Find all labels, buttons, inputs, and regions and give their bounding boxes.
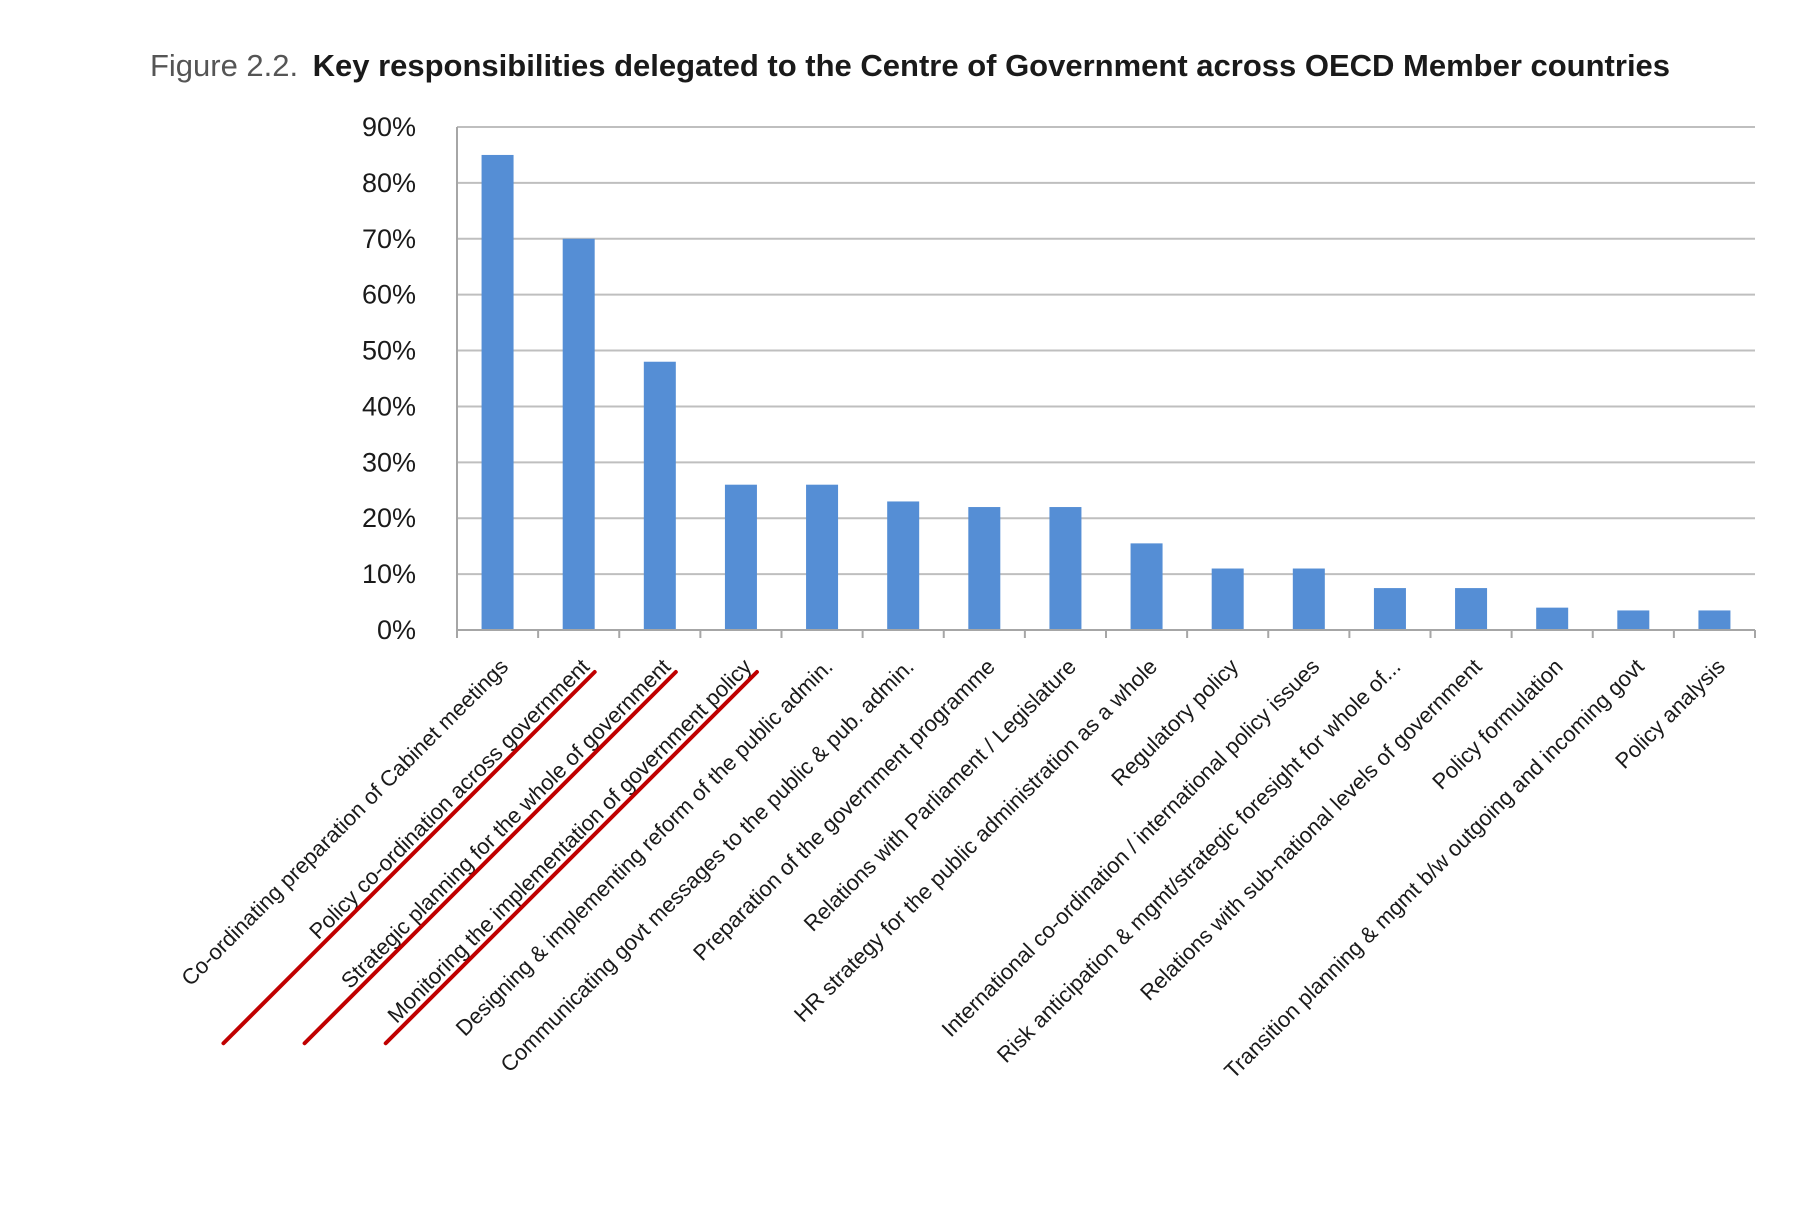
y-tick-label: 80% bbox=[362, 168, 416, 198]
highlight-underlines bbox=[221, 670, 759, 1046]
highlight-underline bbox=[302, 670, 678, 1046]
x-category-label: Designing & implementing reform of the p… bbox=[451, 654, 838, 1041]
bar bbox=[643, 361, 676, 630]
bar bbox=[968, 507, 1001, 630]
x-category-label: Preparation of the government programme bbox=[688, 654, 1000, 966]
y-tick-label: 10% bbox=[362, 559, 416, 589]
bar bbox=[1698, 610, 1731, 630]
bar bbox=[1373, 588, 1406, 630]
bar bbox=[562, 238, 595, 630]
y-tick-label: 20% bbox=[362, 503, 416, 533]
bar bbox=[1049, 507, 1082, 630]
bar bbox=[1455, 588, 1488, 630]
bar bbox=[1292, 568, 1325, 630]
y-axis-tick-labels: 0% 10% 20% 30% 40% 50% 60% 70% 80% 90% bbox=[362, 112, 416, 645]
bar bbox=[806, 484, 839, 630]
y-tick-label: 50% bbox=[362, 336, 416, 366]
bar bbox=[887, 501, 920, 630]
highlight-underline bbox=[383, 670, 759, 1046]
y-tick-label: 30% bbox=[362, 447, 416, 477]
y-tick-label: 40% bbox=[362, 391, 416, 421]
x-axis bbox=[456, 127, 1756, 638]
bar bbox=[1211, 568, 1244, 630]
y-tick-label: 0% bbox=[377, 615, 416, 645]
y-tick-label: 90% bbox=[362, 112, 416, 142]
bar bbox=[1130, 543, 1163, 630]
highlight-underline bbox=[221, 670, 597, 1046]
bar bbox=[724, 484, 757, 630]
chart-title: Figure 2.2. Key responsibilities delegat… bbox=[150, 48, 1670, 83]
title-prefix: Figure 2.2. bbox=[150, 48, 298, 83]
title-main: Key responsibilities delegated to the Ce… bbox=[313, 48, 1670, 83]
bars bbox=[481, 154, 1731, 630]
y-tick-label: 70% bbox=[362, 224, 416, 254]
bar bbox=[481, 154, 514, 630]
bar bbox=[1536, 607, 1569, 630]
x-category-label: International co-ordination / internatio… bbox=[937, 654, 1325, 1042]
y-tick-label: 60% bbox=[362, 280, 416, 310]
bar bbox=[1617, 610, 1650, 630]
